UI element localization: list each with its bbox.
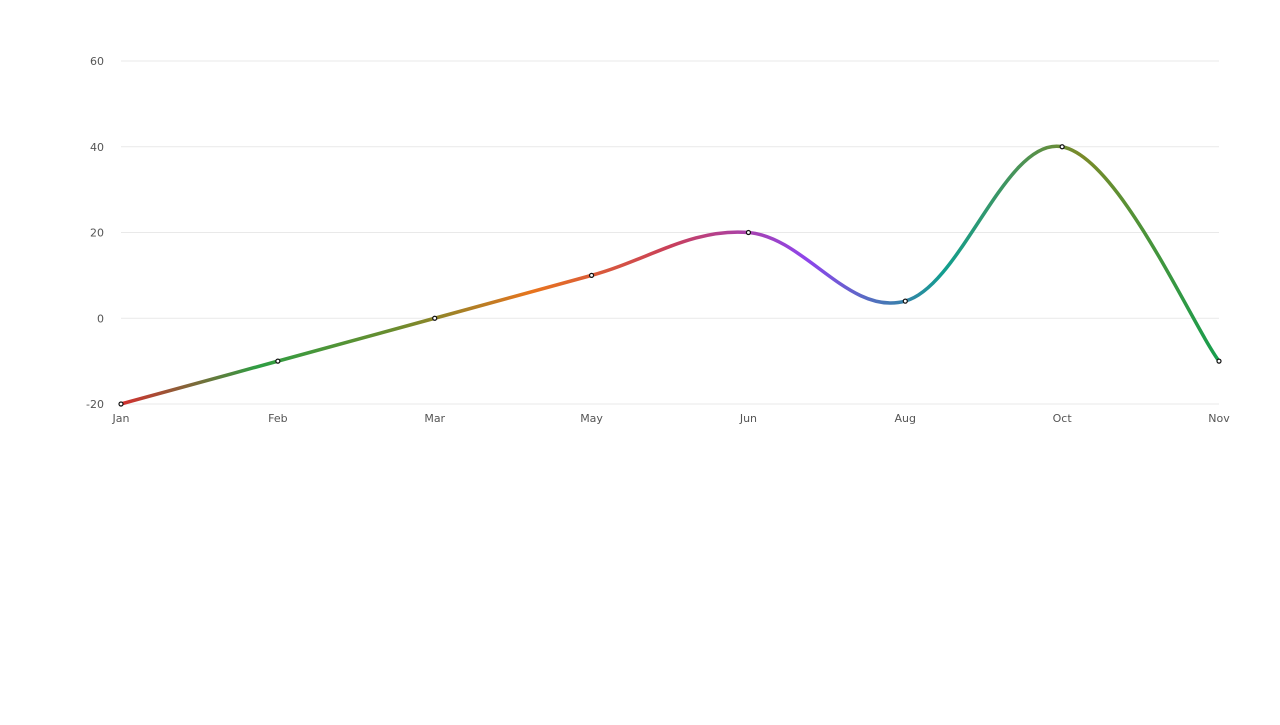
data-point-jan[interactable] <box>118 401 124 407</box>
y-tick-label: 20 <box>90 227 104 240</box>
y-tick-label: 60 <box>90 55 104 68</box>
y-axis-tick-labels: -20 0 20 40 60 <box>86 55 104 411</box>
x-tick-label: Jun <box>739 412 757 425</box>
data-point-may[interactable] <box>588 272 595 278</box>
data-point-aug[interactable] <box>902 298 908 304</box>
data-point-oct[interactable] <box>1059 144 1065 150</box>
gridlines <box>121 60 1219 405</box>
data-points <box>118 144 1222 407</box>
x-tick-label: Oct <box>1053 412 1073 425</box>
x-tick-label: Aug <box>895 412 916 425</box>
x-tick-label: Jan <box>112 412 130 425</box>
x-tick-label: Nov <box>1208 412 1230 425</box>
x-tick-label: Mar <box>424 412 445 425</box>
data-point-mar[interactable] <box>432 315 438 321</box>
y-tick-label: 40 <box>90 141 104 154</box>
data-point-jun[interactable] <box>745 229 752 236</box>
y-tick-label: -20 <box>86 398 104 411</box>
y-tick-label: 0 <box>97 312 104 325</box>
series-line <box>119 144 1221 406</box>
data-point-feb[interactable] <box>275 358 281 364</box>
data-point-nov[interactable] <box>1216 358 1222 364</box>
x-tick-label: May <box>580 412 603 425</box>
x-tick-label: Feb <box>268 412 287 425</box>
x-axis-tick-labels: Jan Feb Mar May Jun Aug Oct Nov <box>112 412 1231 425</box>
